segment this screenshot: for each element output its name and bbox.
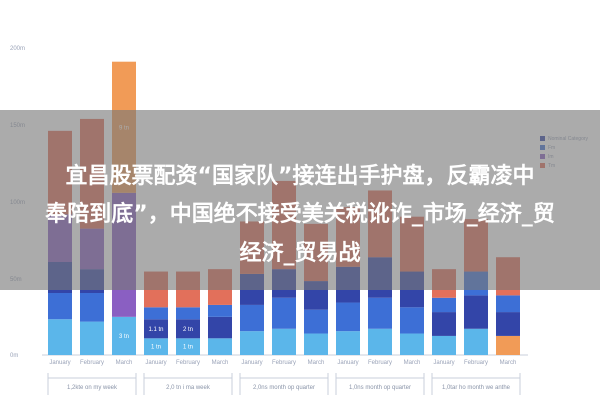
- x-tick-label: March: [212, 360, 229, 366]
- bar-segment: [80, 293, 104, 322]
- group-label: 2,0ns month op quarter: [253, 385, 315, 391]
- data-label: 2 tn: [183, 327, 193, 333]
- group-label: 2,0 tn i ma week: [166, 385, 211, 391]
- x-tick-label: February: [368, 360, 392, 366]
- bar-segment: [240, 304, 264, 332]
- bar-segment: [176, 319, 200, 339]
- x-tick-label: January: [49, 360, 70, 366]
- headline-line-3: 经济_贸易战: [239, 241, 361, 266]
- bar-segment: [496, 295, 520, 313]
- x-tick-label: February: [80, 360, 104, 366]
- bar-segment: [240, 331, 264, 355]
- bar-segment: [208, 316, 232, 339]
- data-label: 3 tn: [119, 334, 129, 340]
- bar-segment: [208, 304, 232, 317]
- x-tick-label: January: [241, 360, 262, 366]
- x-tick-label: February: [464, 360, 488, 366]
- bar-segment: [304, 333, 328, 355]
- bar-segment: [144, 338, 168, 355]
- bar-segment: [400, 333, 424, 355]
- bar-segment: [304, 309, 328, 334]
- bar-segment: [144, 319, 168, 339]
- headline-line-1: 宜昌股票配资“国家队”接连出手护盘，反霸凌中: [65, 164, 535, 189]
- bar-segment: [336, 302, 360, 332]
- bar-segment: [176, 307, 200, 320]
- headline-line-2: 奉陪到底”，中国绝不接受美关税讹诈_市场_经济_贸: [45, 202, 555, 227]
- x-tick-label: March: [404, 360, 421, 366]
- bar-segment: [48, 319, 72, 355]
- bar-segment: [368, 328, 392, 355]
- bar-segment: [496, 335, 520, 355]
- bar-segment: [432, 297, 456, 313]
- bar-segment: [464, 295, 488, 329]
- data-label: 1 tn: [151, 345, 161, 351]
- bar-segment: [112, 316, 136, 355]
- data-label: 1 tn: [183, 345, 193, 351]
- group-label: 1,0ns month op quarter: [349, 385, 411, 391]
- x-tick-label: February: [176, 360, 200, 366]
- bar-segment: [48, 293, 72, 320]
- group-label: 1,2kte on my week: [67, 385, 118, 391]
- bar-segment: [272, 328, 296, 355]
- bar-segment: [432, 312, 456, 336]
- bar-segment: [208, 338, 232, 355]
- bar-segment: [176, 338, 200, 355]
- group-label: 1,0tar ho month we anthe: [442, 385, 511, 391]
- bar-segment: [272, 297, 296, 329]
- x-tick-label: February: [272, 360, 296, 366]
- bar-segment: [144, 307, 168, 320]
- y-tick-label: 0m: [10, 353, 18, 359]
- bar-segment: [432, 335, 456, 355]
- data-label: 1.1 tn: [148, 327, 163, 333]
- x-tick-label: March: [500, 360, 517, 366]
- x-tick-label: January: [337, 360, 358, 366]
- bar-segment: [368, 297, 392, 329]
- x-tick-label: March: [308, 360, 325, 366]
- x-tick-label: January: [433, 360, 454, 366]
- y-tick-label: 200m: [10, 46, 25, 52]
- bar-segment: [464, 328, 488, 355]
- bar-segment: [80, 321, 104, 355]
- bar-segment: [496, 312, 520, 336]
- headline-overlay: [0, 110, 600, 290]
- bar-segment: [400, 307, 424, 334]
- x-tick-label: January: [145, 360, 166, 366]
- x-tick-label: March: [116, 360, 133, 366]
- bar-segment: [336, 331, 360, 355]
